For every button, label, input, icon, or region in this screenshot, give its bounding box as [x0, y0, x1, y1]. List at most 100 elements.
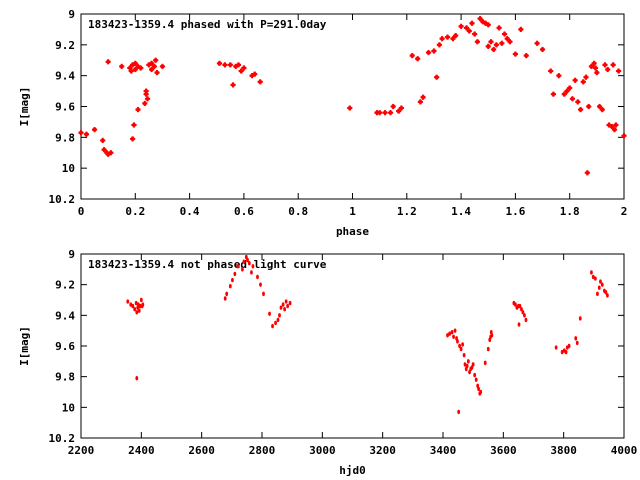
x-tick-label: 1.6 [505, 205, 525, 218]
data-point-core [467, 29, 472, 33]
data-point [151, 63, 157, 70]
chart-title: 183423-1359.4 phased with P=291.0day [88, 18, 327, 31]
data-point-core [136, 107, 140, 112]
data-point [448, 331, 452, 336]
data-point [144, 96, 151, 102]
data-point [434, 74, 440, 80]
data-point [507, 39, 513, 45]
x-tick-label: 2800 [249, 444, 276, 457]
data-point-core [421, 95, 426, 100]
data-point [250, 270, 253, 275]
data-point-core [432, 49, 436, 53]
data-point [417, 99, 423, 105]
data-point [235, 62, 242, 68]
data-point-core [611, 62, 616, 67]
data-point [238, 68, 244, 74]
data-point-core [570, 96, 575, 101]
data-point-core [399, 106, 404, 110]
data-point [453, 32, 459, 39]
data-point-core [556, 73, 561, 78]
x-tick-label: 1.8 [560, 205, 580, 218]
data-point [611, 127, 618, 133]
data-point-core [396, 109, 401, 114]
data-point-core [138, 66, 143, 70]
data-point [129, 136, 136, 142]
y-tick-label: 9.8 [55, 371, 75, 384]
data-point [599, 106, 605, 113]
data-point [271, 323, 274, 329]
data-point [134, 300, 138, 306]
data-point [139, 297, 143, 303]
data-point [450, 36, 456, 42]
data-point [471, 362, 475, 367]
data-point [154, 69, 160, 76]
data-point-core [222, 62, 227, 67]
x-tick-label: 0.4 [180, 205, 200, 218]
x-tick-label: 1 [349, 205, 356, 218]
data-point-core [613, 123, 618, 127]
data-point [534, 40, 540, 46]
data-point-core [241, 66, 246, 70]
data-point [396, 108, 402, 114]
data-point [227, 62, 233, 68]
data-point [472, 31, 478, 37]
data-point-core [472, 32, 477, 36]
data-point [521, 310, 525, 315]
data-point-core [609, 124, 614, 129]
data-point-core [239, 69, 244, 73]
data-point-core [149, 67, 154, 72]
data-point [247, 261, 251, 266]
data-point [439, 36, 445, 42]
data-point-core [616, 69, 621, 73]
data-point-core [603, 62, 607, 67]
data-point [575, 99, 581, 105]
data-point [486, 346, 490, 352]
data-point [477, 16, 483, 22]
data-point-core [129, 69, 134, 73]
data-point-core [415, 56, 420, 61]
data-point [584, 170, 590, 176]
data-point [132, 60, 138, 66]
data-point-core [540, 47, 545, 52]
data-point-core [144, 89, 149, 94]
data-point [138, 65, 144, 71]
data-point [135, 310, 139, 315]
x-tick-label: 2600 [188, 444, 215, 457]
data-point [444, 34, 451, 40]
data-point [567, 343, 571, 349]
x-tick-label: 1.2 [397, 205, 417, 218]
x-tick-label: 0.2 [125, 205, 145, 218]
data-point [496, 25, 502, 31]
data-point-core [622, 133, 626, 138]
data-point [483, 360, 487, 366]
x-tick-label: 2200 [68, 444, 95, 457]
y-tick-label: 10.2 [49, 193, 76, 206]
data-point [246, 257, 249, 263]
data-point [279, 305, 283, 310]
data-point [560, 349, 564, 355]
data-point [577, 106, 584, 113]
data-point [592, 65, 599, 71]
data-point [600, 282, 604, 287]
data-point [453, 328, 457, 333]
data-point [586, 103, 592, 110]
data-point [236, 264, 240, 269]
data-point-core [451, 36, 455, 41]
data-point-core [142, 101, 147, 106]
data-point [523, 313, 526, 318]
data-point [599, 279, 602, 284]
data-point [604, 290, 608, 295]
data-point [594, 69, 600, 76]
data-point [108, 150, 114, 156]
y-tick-label: 9.6 [55, 101, 75, 114]
data-point-core [502, 32, 507, 36]
data-point-core [491, 47, 496, 52]
data-point [276, 317, 280, 323]
data-point-core [578, 107, 583, 112]
data-point [588, 63, 595, 70]
data-point [105, 59, 111, 65]
y-tick-label: 10.2 [49, 432, 76, 445]
data-point-core [597, 104, 602, 109]
data-point [450, 330, 454, 335]
